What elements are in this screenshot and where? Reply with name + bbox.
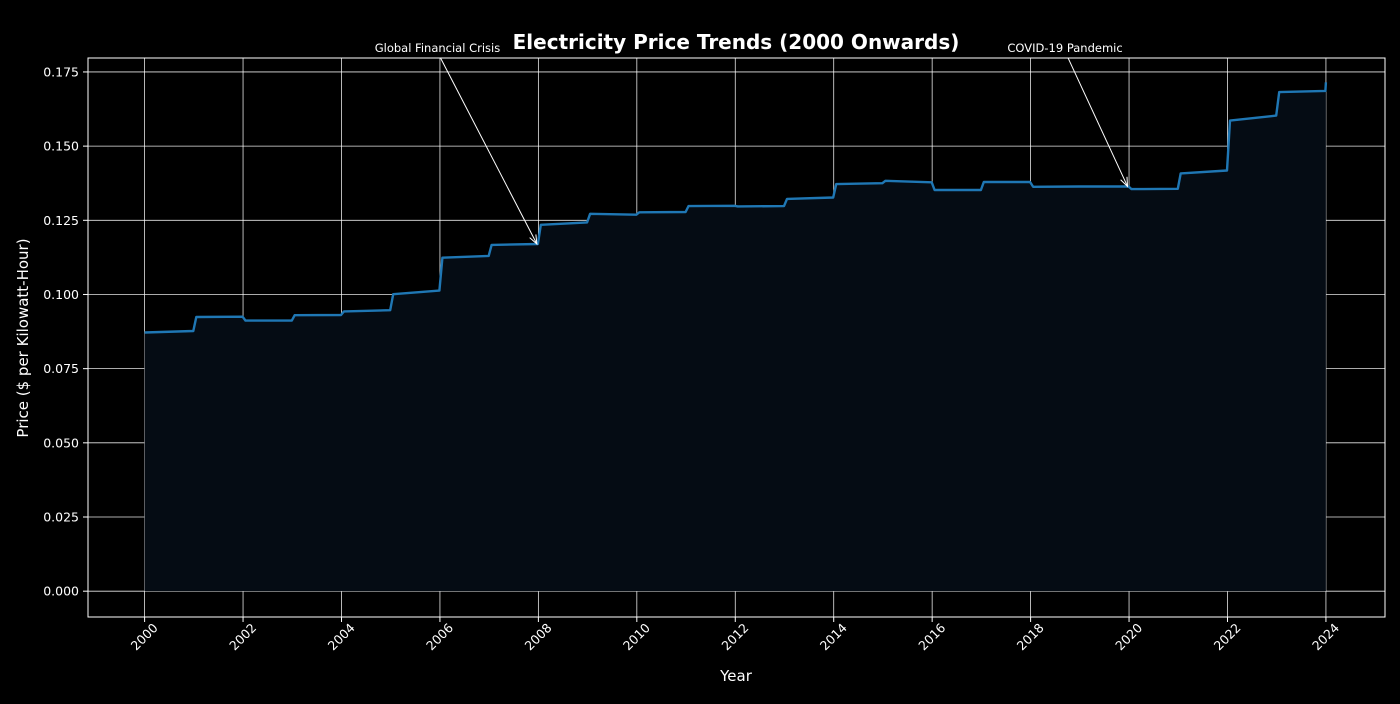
y-tick-label: 0.050 [43, 435, 79, 450]
annotation-arrow-head [529, 234, 538, 246]
chart-title: Electricity Price Trends (2000 Onwards) [513, 30, 960, 54]
annotation-label: COVID-19 Pandemic [1007, 41, 1122, 55]
y-tick-label: 0.000 [43, 584, 79, 599]
price-area [144, 82, 1326, 592]
area-fill [144, 82, 1326, 592]
y-tick-label: 0.025 [43, 510, 79, 525]
y-tick-label: 0.150 [43, 139, 79, 154]
price-series-line [144, 82, 1328, 334]
annotation-label: Global Financial Crisis [375, 41, 500, 55]
y-tick-label: 0.100 [43, 287, 79, 302]
y-tick-label: 0.125 [43, 213, 79, 228]
annotation-arrow-shaft [440, 57, 538, 245]
annotation-arrow-shaft [1067, 57, 1129, 187]
annotations: Global Financial Crisis COVID-19 Pandemic [375, 41, 1129, 246]
x-axis-title: Year [719, 667, 753, 685]
data-series [144, 82, 1328, 334]
y-axis-title: Price ($ per Kilowatt-Hour) [14, 238, 32, 437]
annotation-arrow-head [1120, 176, 1129, 188]
y-axis-ticks: 0.000 0.025 0.050 0.075 0.100 0.125 0.150 0.175 [43, 64, 88, 599]
plot-frame [87, 57, 1386, 618]
y-tick-label: 0.075 [43, 361, 79, 376]
y-tick-label: 0.175 [43, 64, 79, 79]
